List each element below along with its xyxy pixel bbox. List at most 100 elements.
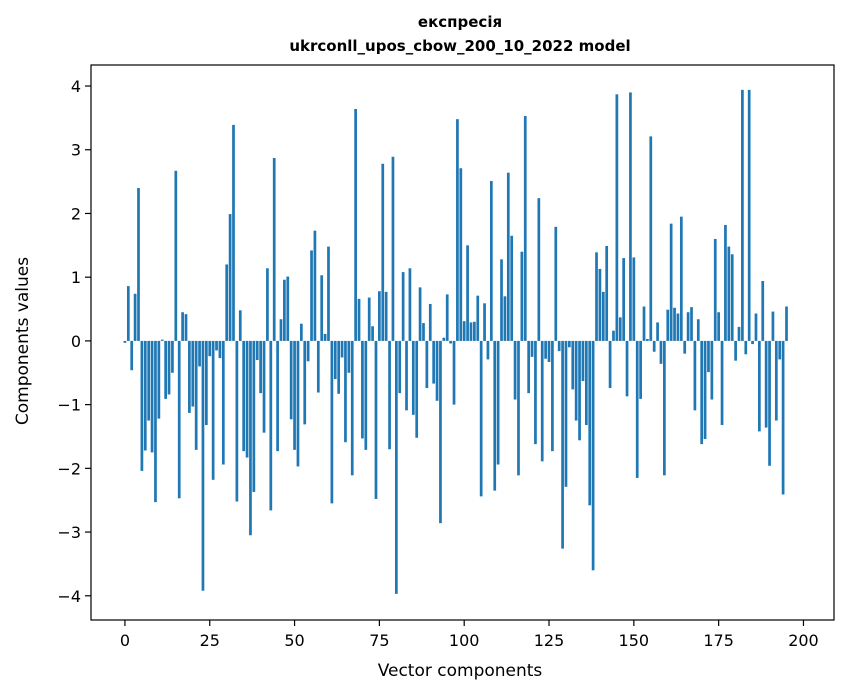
bar-189 — [764, 340, 768, 428]
bar-111 — [500, 259, 503, 341]
bar-195 — [785, 306, 788, 341]
bar-16 — [177, 340, 181, 499]
bar-161 — [669, 223, 673, 341]
bar-78 — [388, 340, 391, 450]
bar-132 — [571, 340, 575, 390]
bar-126 — [551, 340, 554, 452]
bar-131 — [568, 340, 571, 348]
bar-184 — [747, 89, 751, 341]
bar-160 — [666, 309, 670, 341]
bar-49 — [289, 340, 293, 420]
bar-191 — [771, 311, 775, 341]
bar-26 — [211, 340, 215, 480]
bar-41 — [262, 340, 266, 433]
bar-107 — [486, 340, 490, 360]
bar-62 — [333, 340, 337, 380]
x-tick-label: 125 — [534, 631, 565, 650]
bar-42 — [266, 268, 269, 341]
y-tick-label: 3 — [71, 141, 81, 160]
bar-154 — [646, 338, 649, 341]
bar-193 — [778, 340, 782, 360]
y-tick-label: −4 — [57, 587, 81, 606]
bar-25 — [208, 340, 212, 357]
bar-7 — [147, 340, 151, 421]
bar-59 — [323, 333, 327, 341]
y-tick-label: −3 — [57, 523, 81, 542]
bar-150 — [632, 257, 636, 341]
y-axis-ticks: −4 −3 −2 −1 0 1 2 3 4 — [57, 77, 91, 606]
bar-194 — [781, 340, 785, 495]
bar-11 — [160, 339, 164, 341]
bar-55 — [310, 250, 313, 341]
bar-175 — [717, 312, 721, 341]
bars-group — [123, 89, 788, 594]
bar-172 — [707, 340, 710, 373]
bar-36 — [245, 340, 249, 458]
bar-18 — [184, 314, 188, 341]
bar-5 — [140, 340, 144, 471]
bar-170 — [700, 340, 704, 445]
bar-74 — [374, 340, 378, 499]
bar-87 — [418, 287, 422, 341]
bar-51 — [296, 340, 300, 467]
bar-155 — [649, 136, 653, 341]
bar-31 — [228, 214, 232, 341]
bar-6 — [143, 340, 147, 451]
bar-12 — [164, 340, 167, 399]
bar-110 — [496, 340, 500, 465]
bar-97 — [452, 340, 456, 405]
bar-63 — [337, 340, 341, 394]
plot-frame — [90, 64, 835, 621]
bar-100 — [462, 321, 466, 341]
bar-137 — [588, 340, 592, 506]
bar-129 — [561, 340, 564, 549]
bar-60 — [327, 246, 330, 341]
bar-82 — [401, 272, 405, 341]
bar-117 — [520, 251, 524, 341]
bar-22 — [198, 340, 201, 367]
bar-98 — [456, 119, 459, 341]
bar-27 — [215, 340, 218, 351]
bar-75 — [378, 291, 381, 341]
bar-79 — [391, 156, 395, 341]
bar-85 — [411, 340, 415, 415]
bar-171 — [703, 340, 707, 440]
bar-10 — [157, 340, 161, 419]
bar-133 — [574, 340, 578, 421]
bar-77 — [384, 291, 388, 341]
bar-80 — [394, 340, 398, 594]
bar-43 — [269, 340, 273, 511]
bar-2 — [130, 340, 134, 371]
bar-174 — [713, 238, 717, 341]
bar-118 — [523, 115, 527, 341]
bar-169 — [696, 319, 700, 341]
bar-182 — [741, 89, 744, 341]
bar-135 — [581, 340, 585, 382]
x-tick-label: 100 — [449, 631, 480, 650]
bar-86 — [415, 340, 419, 438]
bar-134 — [578, 340, 581, 441]
bar-48 — [286, 276, 290, 341]
bar-153 — [642, 306, 646, 341]
bar-33 — [235, 340, 239, 502]
y-tick-label: 2 — [71, 204, 81, 223]
bar-178 — [727, 246, 731, 341]
bar-94 — [442, 337, 446, 341]
bar-3 — [133, 293, 137, 341]
bar-124 — [544, 340, 547, 359]
bar-89 — [425, 340, 429, 389]
bar-114 — [510, 235, 514, 341]
bar-143 — [608, 340, 612, 389]
bar-159 — [663, 340, 666, 476]
bar-47 — [283, 279, 286, 341]
bar-37 — [249, 340, 252, 536]
bar-40 — [259, 340, 262, 394]
bar-144 — [612, 330, 615, 341]
x-axis-label: Vector components — [378, 661, 543, 681]
bar-9 — [154, 340, 157, 503]
bar-70 — [361, 340, 364, 439]
bar-19 — [188, 340, 191, 413]
chart-title-line-2: ukrconll_upos_cbow_200_10_2022 model — [289, 37, 630, 55]
bar-163 — [676, 313, 680, 341]
bar-158 — [659, 340, 663, 364]
